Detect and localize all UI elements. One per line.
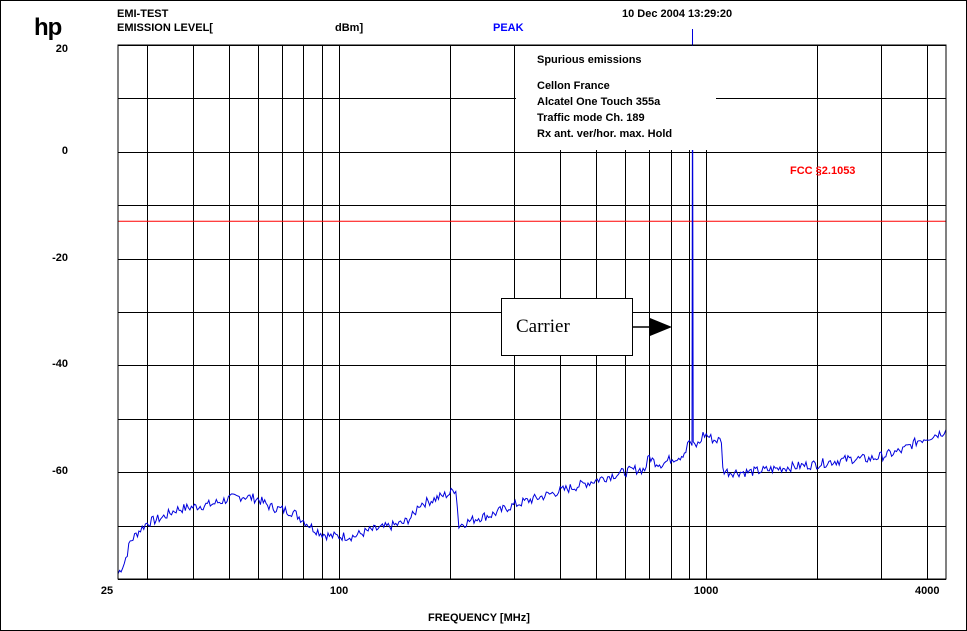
carrier-callout: Carrier <box>501 298 633 356</box>
y-tick-label: 0 <box>61 144 68 157</box>
x-axis-label: FREQUENCY [MHz] <box>428 612 530 624</box>
fcc-limit-label: FCC §2.1053 <box>790 165 856 177</box>
emission-trace <box>117 28 947 575</box>
x-tick-label: 100 <box>329 585 349 597</box>
info-line-3: Traffic mode Ch. 189 <box>537 112 645 124</box>
y-tick-label: -60 <box>52 465 68 478</box>
carrier-arrow <box>633 318 672 336</box>
unit-label: dBm] <box>335 22 364 34</box>
info-line-1: Cellon France <box>537 80 610 92</box>
info-line-4: Rx ant. ver/hor. max. Hold <box>537 128 673 140</box>
x-tick-label: 4000 <box>914 585 940 597</box>
series-group <box>117 28 947 575</box>
datetime-label: 10 Dec 2004 13:29:20 <box>622 8 733 20</box>
test-name: EMI-TEST <box>117 8 169 20</box>
info-line-2: Alcatel One Touch 355a <box>537 96 661 108</box>
y-tick-label: 20 <box>55 43 68 55</box>
x-tick-label: 1000 <box>693 585 719 597</box>
hp-logo: hp <box>34 14 62 41</box>
x-tick-label: 25 <box>100 585 114 597</box>
y-tick-label: -40 <box>52 358 68 371</box>
plot-border <box>117 44 947 580</box>
info-box: Spurious emissions Cellon France Alcatel… <box>516 46 716 150</box>
detector-label: PEAK <box>493 22 524 34</box>
arrow-head <box>650 318 672 336</box>
emission-level-label: EMISSION LEVEL[ <box>117 22 213 34</box>
y-tick-label: -20 <box>52 251 68 264</box>
carrier-label: Carrier <box>516 316 570 337</box>
info-title: Spurious emissions <box>537 54 642 66</box>
